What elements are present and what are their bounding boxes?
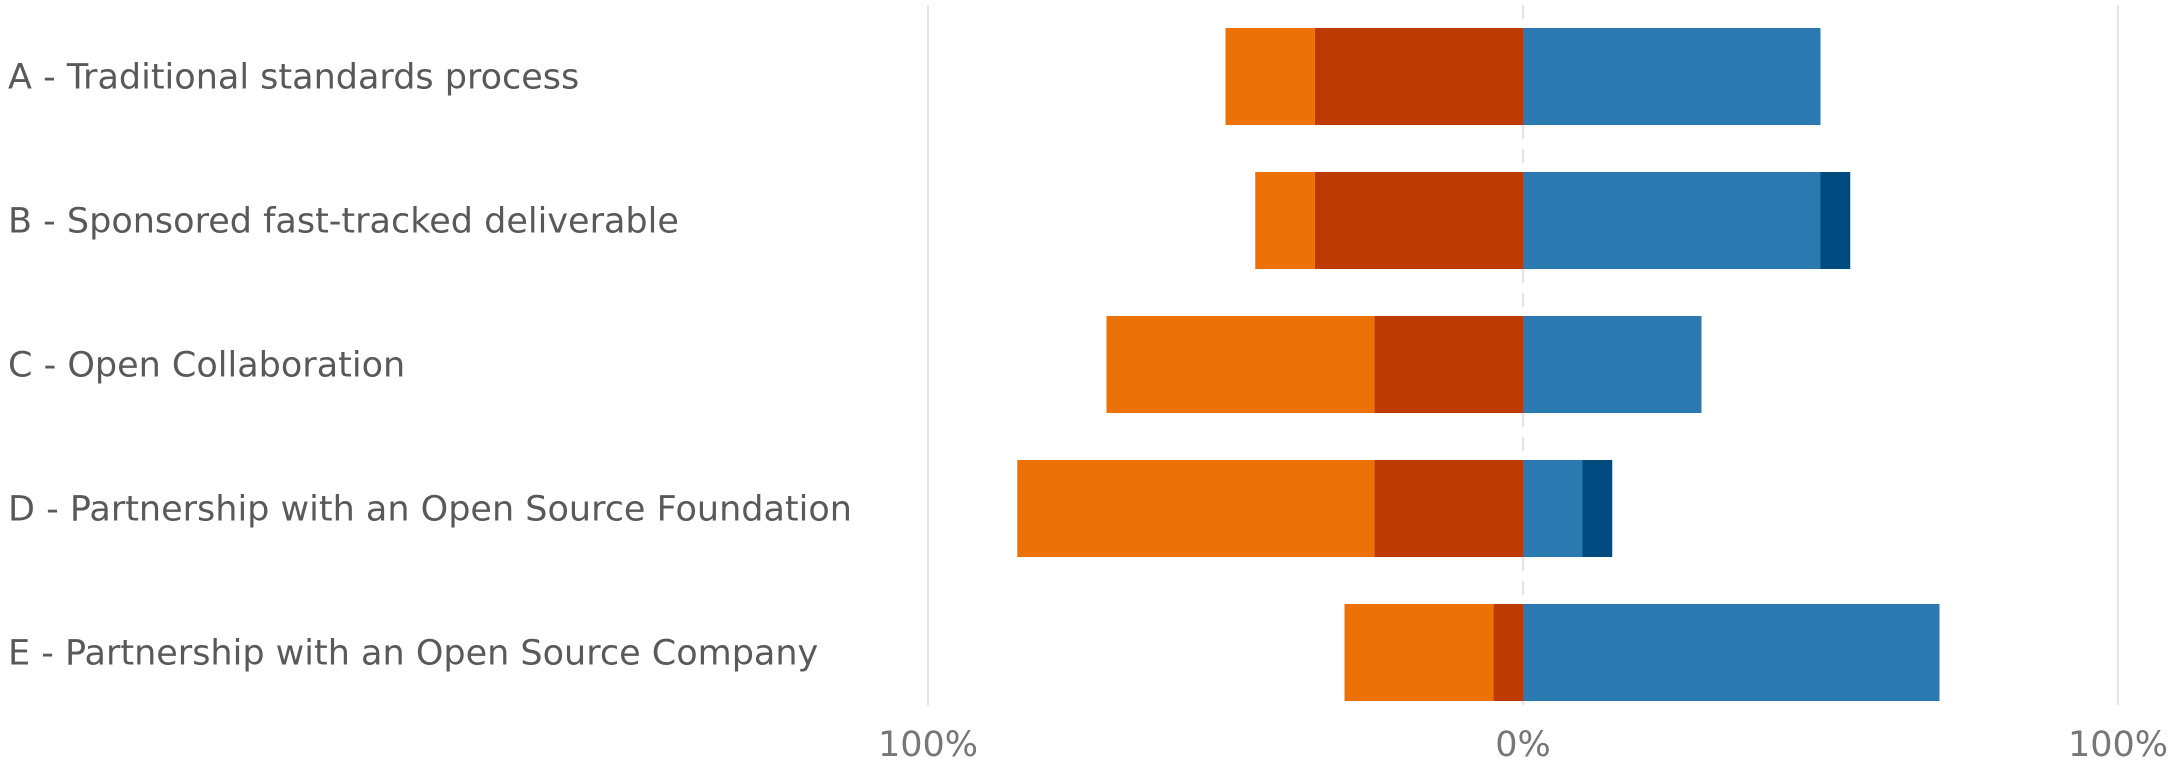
x-axis-tick-labels: 100% 0% 100% xyxy=(878,725,2168,760)
bar-segment xyxy=(1106,316,1375,413)
bar-segment xyxy=(1820,172,1851,269)
category-label: D - Partnership with an Open Source Foun… xyxy=(8,490,852,530)
bars xyxy=(1017,28,1940,701)
x-tick-label: 0% xyxy=(1495,725,1551,760)
bar-segment xyxy=(1523,28,1821,125)
bar-segment xyxy=(1255,172,1315,269)
category-label: C - Open Collaboration xyxy=(8,346,405,386)
bar-segment xyxy=(1493,604,1523,701)
x-tick-label: 100% xyxy=(878,725,978,760)
category-label: E - Partnership with an Open Source Comp… xyxy=(8,634,818,674)
bar-segment xyxy=(1374,316,1523,413)
bar-segment xyxy=(1314,172,1523,269)
x-tick-label: 100% xyxy=(2068,725,2168,760)
bar-segment xyxy=(1225,28,1315,125)
bar-segment xyxy=(1523,172,1821,269)
category-label: A - Traditional standards process xyxy=(8,58,579,98)
category-labels: A - Traditional standards process B - Spo… xyxy=(8,58,852,674)
category-label: B - Sponsored fast-tracked deliverable xyxy=(8,202,679,242)
bar-segment xyxy=(1314,28,1523,125)
bar-segment xyxy=(1582,460,1613,557)
bar-segment xyxy=(1523,604,1940,701)
bar-segment xyxy=(1523,460,1583,557)
bar-segment xyxy=(1374,460,1523,557)
bar-segment xyxy=(1523,316,1702,413)
bar-segment xyxy=(1017,460,1375,557)
bar-segment xyxy=(1344,604,1494,701)
